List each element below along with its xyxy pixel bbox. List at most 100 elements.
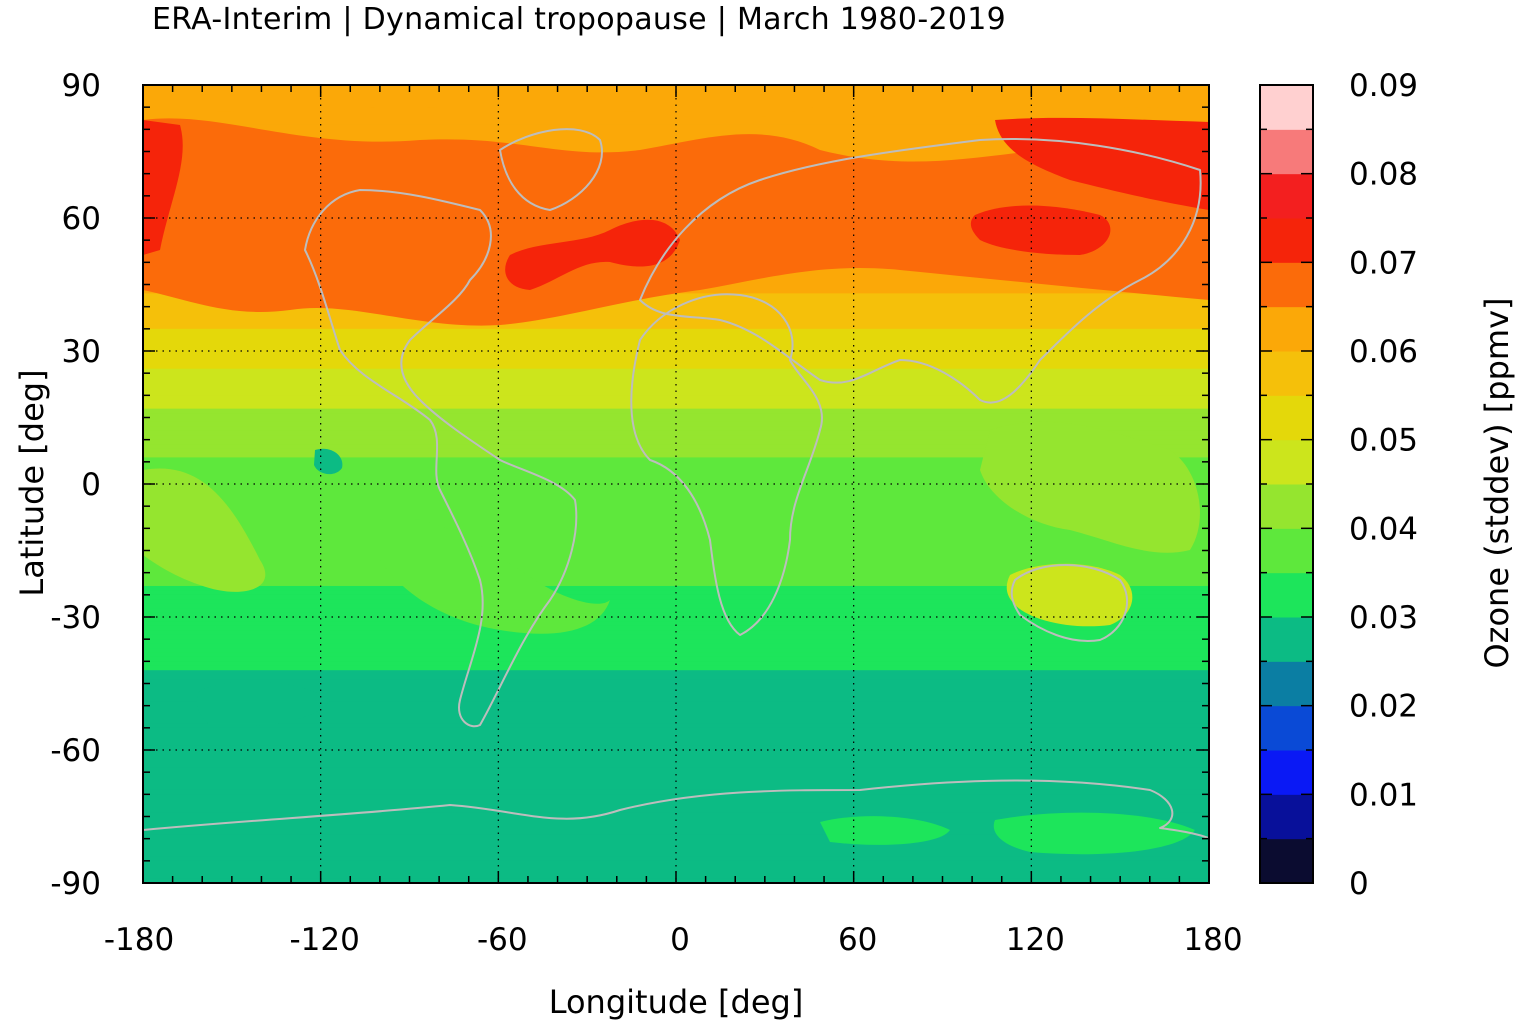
colorbar-tick-labels: 0.09 0.08 0.07 0.06 0.05 0.04 0.03 0.02 0.01 0 xyxy=(1349,68,1418,902)
y-tick-label: 60 xyxy=(62,201,101,237)
zonal-band xyxy=(143,776,1209,782)
zonal-band xyxy=(143,639,1209,645)
colorbar-band xyxy=(1260,484,1313,529)
colorbar-tick-label: 0.03 xyxy=(1349,600,1418,636)
zonal-band xyxy=(143,124,1209,130)
y-tick-label: 90 xyxy=(62,68,101,104)
zonal-band xyxy=(143,355,1209,361)
south-pacific-teal xyxy=(197,681,330,727)
zonal-band xyxy=(143,554,1209,560)
zonal-band xyxy=(143,594,1209,600)
zonal-band xyxy=(143,435,1209,441)
zonal-band xyxy=(143,510,1209,516)
colorbar-band xyxy=(1260,528,1313,574)
zonal-band xyxy=(143,444,1209,450)
zonal-band xyxy=(143,781,1209,787)
zonal-band xyxy=(143,851,1209,857)
colorbar-tick-label: 0.06 xyxy=(1349,334,1418,370)
zonal-band xyxy=(143,537,1209,543)
zonal-band xyxy=(143,532,1209,538)
zonal-band xyxy=(143,568,1209,574)
zonal-band xyxy=(143,838,1209,844)
zonal-band xyxy=(143,426,1209,432)
y-axis-label: Latitude [deg] xyxy=(13,369,51,597)
zonal-band xyxy=(143,696,1209,702)
colorbar-tick-label: 0.04 xyxy=(1349,511,1418,547)
zonal-band xyxy=(143,643,1209,649)
zonal-band xyxy=(143,333,1209,339)
zonal-band xyxy=(143,457,1209,463)
zonal-band xyxy=(143,581,1209,587)
zonal-band xyxy=(143,634,1209,640)
zonal-band xyxy=(143,789,1209,795)
y-tick-label: 30 xyxy=(62,334,101,370)
x-tick-label: -180 xyxy=(104,922,174,958)
zonal-band xyxy=(143,714,1209,720)
zonal-band xyxy=(143,865,1209,871)
zonal-band xyxy=(143,439,1209,445)
zonal-band xyxy=(143,825,1209,831)
colorbar-tick-label: 0.09 xyxy=(1349,68,1418,104)
zonal-band xyxy=(143,732,1209,738)
colorbar-tick-label: 0.05 xyxy=(1349,423,1418,459)
maritime-continent-green xyxy=(980,421,1200,553)
zonal-band xyxy=(143,488,1209,494)
zonal-band xyxy=(143,599,1209,605)
graticule-grid xyxy=(143,85,1209,883)
colorbar-band xyxy=(1260,218,1313,263)
australia-coastline xyxy=(1010,564,1129,642)
zonal-band xyxy=(143,665,1209,671)
zonal-band xyxy=(143,723,1209,729)
colorbar-band xyxy=(1260,661,1313,707)
colorbar-band xyxy=(1260,705,1313,751)
zonal-band xyxy=(143,430,1209,436)
africa-coastline xyxy=(630,293,823,636)
zonal-band xyxy=(143,138,1209,144)
south-atlantic-green xyxy=(380,518,610,634)
zonal-band xyxy=(143,390,1209,396)
zonal-band xyxy=(143,448,1209,454)
zonal-band xyxy=(143,501,1209,507)
zonal-band xyxy=(143,816,1209,822)
antarctic-green-patch-1 xyxy=(820,816,950,845)
zonal-band xyxy=(143,608,1209,614)
zonal-band xyxy=(143,346,1209,352)
colorbar-band xyxy=(1260,173,1313,219)
x-tick-label: -60 xyxy=(477,922,528,958)
zonal-band xyxy=(143,710,1209,716)
zonal-band xyxy=(143,399,1209,405)
colorbar-tick-label: 0 xyxy=(1349,866,1369,902)
zonal-band xyxy=(143,351,1209,357)
red-patch-siberia-south xyxy=(970,205,1111,255)
y-tick-labels: 90 60 30 0 -30 -60 -90 xyxy=(50,68,101,902)
colorbar-tick-label: 0.01 xyxy=(1349,777,1418,813)
colorbar-tick-label: 0.02 xyxy=(1349,689,1418,725)
zonal-band xyxy=(143,767,1209,773)
zonal-band xyxy=(143,386,1209,392)
zonal-band xyxy=(143,120,1209,126)
x-tick-label: 120 xyxy=(1006,922,1065,958)
zonal-band xyxy=(143,306,1209,312)
colorbar-band xyxy=(1260,262,1313,308)
zonal-band xyxy=(143,803,1209,809)
zonal-band xyxy=(143,847,1209,853)
zonal-band xyxy=(143,546,1209,552)
coastlines xyxy=(143,128,1209,839)
zonal-band xyxy=(143,829,1209,835)
zonal-band xyxy=(143,820,1209,826)
x-tick-label: 0 xyxy=(670,922,690,958)
red-patch-atlantic xyxy=(505,219,680,290)
zonal-band xyxy=(143,293,1209,299)
zonal-band xyxy=(143,475,1209,481)
zonal-band xyxy=(143,683,1209,689)
zonal-band xyxy=(143,515,1209,521)
x-tick-label: 60 xyxy=(838,922,877,958)
colorbar-band xyxy=(1260,572,1313,618)
zonal-band xyxy=(143,559,1209,565)
colorbar-band xyxy=(1260,439,1313,485)
axis-ticks xyxy=(142,84,1210,884)
zonal-band xyxy=(143,794,1209,800)
red-patch-dateline xyxy=(143,120,183,255)
x-tick-label: 180 xyxy=(1183,922,1242,958)
